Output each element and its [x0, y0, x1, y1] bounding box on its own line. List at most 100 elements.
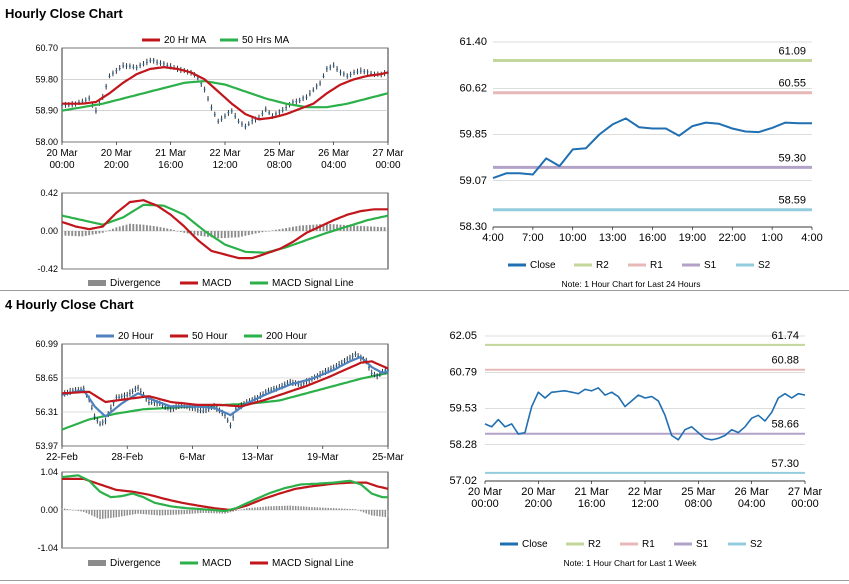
candle-body — [78, 101, 80, 103]
legend-label: 200 Hour — [266, 331, 308, 342]
candle-body — [275, 113, 277, 115]
divergence-bar — [84, 231, 87, 236]
y-tick-label: 62.05 — [449, 330, 477, 342]
candle-body — [99, 423, 101, 425]
divergence-bar — [251, 507, 253, 510]
x-tick-label: 25 Mar — [681, 486, 716, 498]
candle-body — [267, 390, 270, 392]
candle-body — [342, 73, 345, 75]
candle-body — [112, 402, 115, 404]
price-candles — [61, 351, 389, 429]
divergence-bar — [303, 506, 305, 510]
candle-body — [349, 73, 352, 75]
divergence-bar — [330, 508, 332, 510]
divergence-bar — [207, 510, 210, 514]
candle-body — [292, 101, 294, 103]
candle-body — [101, 421, 104, 423]
legend-label: R2 — [596, 260, 609, 271]
divergence-bar — [218, 510, 221, 514]
divergence-bar — [336, 224, 338, 231]
divergence-bar — [88, 231, 91, 236]
legend-label: 50 Hour — [192, 331, 228, 342]
candle-body — [67, 104, 70, 106]
candle-body — [203, 88, 206, 90]
chart-note: Note: 1 Hour Chart for Last 1 Week — [563, 558, 697, 568]
y-tick-label: 60.79 — [449, 366, 477, 378]
divergence-bar — [186, 510, 188, 515]
x-tick-label: 13:00 — [599, 232, 627, 244]
candle-body — [300, 384, 302, 386]
divergence-bar — [376, 226, 379, 231]
divergence-bar — [268, 231, 271, 232]
series-line-50-hour — [61, 360, 389, 408]
candle-body — [166, 64, 169, 66]
divergence-bar — [178, 510, 180, 515]
candle-body — [261, 113, 264, 115]
x-tick-label: 20 Mar — [468, 486, 503, 498]
divergence-bar — [254, 507, 256, 510]
candle-body — [169, 66, 172, 68]
candle-body — [224, 115, 226, 117]
divergence-bar — [199, 510, 202, 514]
divergence-bar — [308, 224, 311, 231]
divergence-bar — [107, 510, 109, 519]
divergence-bar — [205, 510, 207, 514]
candle-body — [349, 357, 351, 359]
x-tick-label: 10:00 — [559, 232, 587, 244]
divergence-bar — [267, 506, 270, 510]
divergence-bar — [88, 510, 90, 515]
divergence-bar — [360, 510, 362, 512]
divergence-bar — [153, 510, 156, 516]
candle-body — [339, 71, 342, 73]
divergence-bar — [115, 510, 118, 518]
candle-body — [322, 75, 325, 77]
legend-label: S1 — [696, 539, 709, 550]
divergence-bar — [376, 510, 378, 517]
candle-body — [234, 408, 237, 410]
divergence-bar — [159, 227, 162, 231]
candle-body — [61, 394, 63, 396]
x-tick-label: 20 Mar — [101, 148, 133, 159]
legend-label: S2 — [758, 260, 771, 271]
x-tick-label: 00:00 — [49, 160, 74, 171]
candle-body — [156, 61, 158, 63]
divergence-bar — [71, 231, 74, 236]
candle-body — [356, 71, 359, 73]
candle-body — [123, 394, 126, 396]
divergence-bar — [346, 508, 348, 510]
x-tick-label: 12:00 — [631, 498, 659, 510]
candle-body — [95, 110, 97, 112]
series-line-close — [484, 387, 806, 441]
candle-body — [110, 407, 112, 409]
divergence-bar — [259, 507, 262, 510]
candle-body — [264, 108, 267, 110]
divergence-bar — [298, 225, 301, 231]
divergence-bar — [286, 505, 289, 510]
divergence-bar — [362, 510, 365, 513]
divergence-bar — [332, 508, 335, 510]
candle-body — [245, 401, 248, 403]
divergence-bar — [167, 510, 169, 516]
divergence-bar — [128, 223, 131, 231]
divergence-bar — [66, 509, 69, 510]
divergence-bar — [245, 508, 248, 510]
divergence-bar — [118, 510, 120, 517]
divergence-bar — [203, 231, 206, 237]
divergence-bar — [137, 510, 139, 514]
divergence-bar — [142, 224, 145, 231]
divergence-bar — [308, 506, 310, 510]
legend-label: MACD — [202, 278, 231, 289]
candle-body — [298, 100, 301, 102]
y-tick-label: 60.70 — [35, 43, 58, 53]
divergence-bar — [121, 510, 123, 517]
y-tick-label: 58.65 — [35, 373, 58, 383]
candle-body — [137, 387, 139, 389]
candle-body — [384, 369, 387, 371]
divergence-bar — [275, 506, 278, 510]
divergence-bar — [237, 510, 240, 511]
divergence-bar — [82, 510, 85, 512]
level-label-s2: 57.30 — [771, 458, 799, 470]
divergence-bar — [297, 506, 300, 510]
candle-body — [90, 407, 93, 409]
candle-body — [295, 101, 298, 103]
